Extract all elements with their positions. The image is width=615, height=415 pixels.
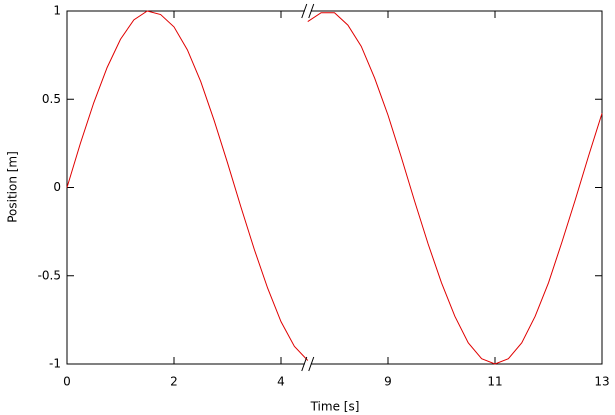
x-tick-label: 11	[487, 375, 502, 389]
y-tick-label: 0	[53, 180, 61, 194]
x-tick-label: 13	[594, 375, 609, 389]
axis-break-mark	[301, 356, 308, 372]
x-tick-label: 9	[384, 375, 392, 389]
data-line	[66, 10, 309, 361]
axis-break-gap	[304, 362, 311, 366]
axis-break-mark	[301, 3, 308, 19]
axis-break-mark	[308, 356, 315, 372]
axis-break-mark	[308, 3, 315, 19]
x-tick-label: 4	[277, 375, 285, 389]
y-tick-label: -1	[49, 357, 61, 371]
y-axis-label: Position [m]	[6, 151, 20, 223]
x-tick-label: 0	[63, 375, 71, 389]
y-tick-label: 0.5	[42, 92, 61, 106]
x-tick-label: 2	[170, 375, 178, 389]
x-axis-label: Time [s]	[310, 400, 360, 414]
axis-break-gap	[304, 9, 311, 13]
data-line	[307, 12, 603, 365]
y-tick-label: 1	[53, 4, 61, 18]
plot-frame	[66, 10, 603, 365]
y-tick-label: -0.5	[38, 268, 61, 282]
